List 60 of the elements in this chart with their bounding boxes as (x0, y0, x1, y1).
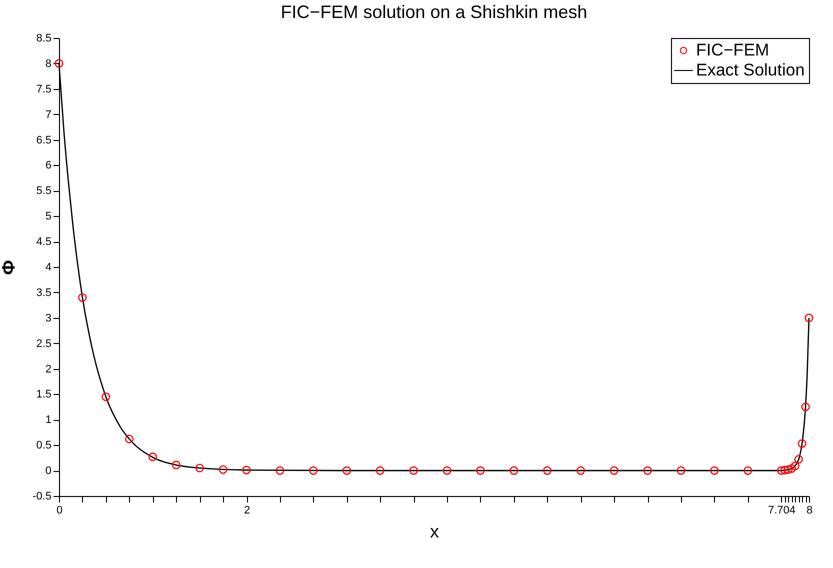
y-tick-label: 5 (45, 210, 52, 223)
x-tick-label: 2 (244, 504, 250, 516)
point (780, 466, 790, 474)
point (776, 466, 786, 475)
point (710, 466, 719, 475)
point (787, 464, 796, 473)
y-tick-label: 2.5 (36, 338, 52, 350)
y-tick-label: 6 (45, 160, 52, 172)
y-tick-label: 8 (45, 58, 52, 70)
x-tick-label: 0 (56, 504, 63, 516)
x-tick-label: 7.704 (768, 504, 796, 516)
y-tick-label: -0.5 (32, 490, 52, 502)
y-tick-label: 3 (45, 312, 52, 324)
point (794, 455, 803, 464)
point (542, 466, 552, 475)
point (510, 466, 518, 475)
point (195, 464, 204, 472)
point (744, 466, 752, 475)
point (790, 462, 800, 470)
point (172, 460, 180, 470)
point (576, 466, 586, 475)
y-tick-label: 0 (45, 465, 52, 478)
point (409, 466, 418, 475)
point (242, 466, 251, 474)
y-tick-label: 7 (45, 108, 52, 121)
point (476, 466, 485, 475)
legend-label: Exact Solution (696, 60, 805, 80)
point (342, 466, 352, 475)
y-tick-label: 6.5 (36, 134, 52, 146)
legend-label: FIC−FEM (696, 40, 770, 60)
point (125, 434, 134, 444)
x-axis-title: x (430, 522, 439, 542)
y-tick-label: 7.5 (36, 83, 52, 96)
point (784, 465, 792, 474)
point (442, 466, 452, 475)
y-tick-label: 4.5 (36, 236, 52, 248)
point (376, 466, 384, 475)
point (276, 466, 284, 475)
y-tick-label: 1.5 (36, 388, 52, 401)
y-tick-label: 8.5 (36, 32, 52, 44)
chart-title: FIC−FEM solution on a Shishkin mesh (280, 2, 588, 22)
point (798, 439, 806, 448)
y-tick-label: 0.5 (36, 440, 52, 452)
y-tick-label: 4 (45, 262, 52, 274)
point (801, 402, 810, 412)
point (804, 314, 814, 322)
point (610, 466, 618, 475)
y-axis-title: Φ (0, 260, 19, 275)
y-tick-label: 1 (45, 414, 52, 426)
y-tick-label: 2 (45, 363, 52, 376)
y-tick-label: 5.5 (36, 185, 52, 198)
point (676, 466, 686, 475)
point (309, 466, 318, 475)
x-tick-label: 8 (806, 504, 813, 516)
point (78, 293, 87, 302)
point (643, 466, 652, 475)
point (102, 392, 110, 402)
point (148, 452, 158, 462)
y-tick-label: 3.5 (36, 286, 52, 299)
point (218, 465, 228, 474)
